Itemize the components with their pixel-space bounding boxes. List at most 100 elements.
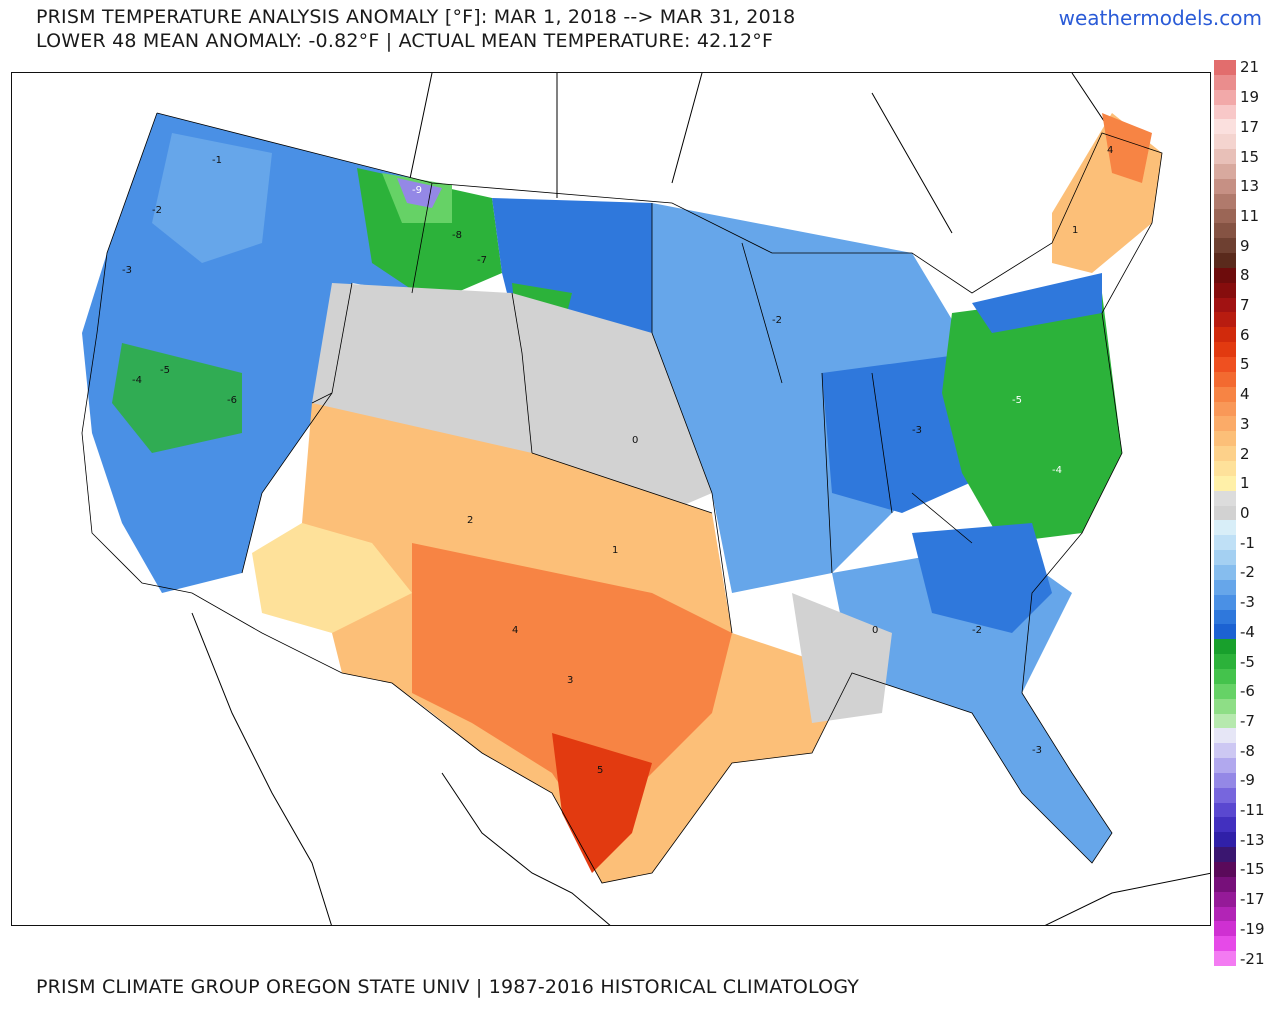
legend-swatch bbox=[1214, 149, 1236, 165]
anomaly-label: -8 bbox=[452, 230, 462, 241]
map-canvas: -1 -2 -3 -4 -5 -6 -7 -8 -9 0 1 2 3 4 5 0… bbox=[81, 73, 1210, 925]
legend-swatch bbox=[1214, 253, 1236, 269]
anomaly-label: -3 bbox=[912, 425, 922, 436]
anomaly-label: -6 bbox=[227, 395, 237, 406]
anomaly-map: -1 -2 -3 -4 -5 -6 -7 -8 -9 0 1 2 3 4 5 0… bbox=[11, 72, 1211, 926]
legend-swatch bbox=[1214, 624, 1236, 640]
legend-swatch bbox=[1214, 683, 1236, 700]
anomaly-label: 3 bbox=[567, 675, 573, 686]
country-borders bbox=[191, 73, 1210, 925]
legend-swatch bbox=[1214, 60, 1236, 76]
legend-swatch bbox=[1214, 446, 1236, 462]
legend-swatch bbox=[1214, 906, 1236, 922]
legend-label: -4 bbox=[1240, 622, 1255, 641]
legend-swatch bbox=[1214, 312, 1236, 328]
legend-swatch bbox=[1214, 743, 1236, 759]
anomaly-label: 4 bbox=[512, 625, 518, 636]
maine-warm-spot bbox=[1102, 113, 1152, 183]
legend-label: 3 bbox=[1240, 414, 1250, 433]
legend-swatch bbox=[1214, 668, 1236, 685]
new-mexico-region bbox=[252, 523, 412, 633]
legend-label: -9 bbox=[1240, 771, 1255, 790]
legend-swatch bbox=[1214, 520, 1236, 536]
anomaly-labels: -1 -2 -3 -4 -5 -6 -7 -8 -9 0 1 2 3 4 5 0… bbox=[122, 145, 1113, 776]
legend-swatch bbox=[1214, 431, 1236, 447]
legend-swatch bbox=[1214, 951, 1236, 967]
pennsylvania-region bbox=[972, 273, 1102, 333]
legend-swatch bbox=[1214, 208, 1236, 224]
montana-cold-spot bbox=[357, 168, 502, 303]
legend-swatch bbox=[1214, 505, 1236, 521]
legend-swatch bbox=[1214, 282, 1236, 299]
legend-swatch bbox=[1214, 401, 1236, 417]
anomaly-label: -4 bbox=[132, 375, 142, 386]
nevada-cold-spot bbox=[112, 343, 242, 453]
legend-swatch bbox=[1214, 416, 1236, 432]
texas-warm-region bbox=[412, 543, 732, 833]
anomaly-label: -2 bbox=[972, 625, 982, 636]
legend-label: 5 bbox=[1240, 355, 1250, 374]
legend-swatch bbox=[1214, 461, 1236, 477]
map-title: PRISM TEMPERATURE ANALYSIS ANOMALY [°F]:… bbox=[36, 6, 796, 28]
anomaly-label: -7 bbox=[477, 255, 487, 266]
legend-swatch bbox=[1214, 921, 1236, 937]
legend-label: 9 bbox=[1240, 236, 1250, 255]
anomaly-label: -9 bbox=[412, 185, 422, 196]
legend-swatch bbox=[1214, 698, 1236, 714]
anomaly-label: -2 bbox=[152, 205, 162, 216]
legend-label: 7 bbox=[1240, 296, 1250, 315]
legend-label: -17 bbox=[1240, 890, 1265, 909]
legend-swatch bbox=[1214, 772, 1236, 789]
legend-swatch bbox=[1214, 609, 1236, 625]
legend-swatch bbox=[1214, 758, 1236, 774]
legend-swatch bbox=[1214, 728, 1236, 744]
legend-label: -8 bbox=[1240, 741, 1255, 760]
legend-swatch bbox=[1214, 654, 1236, 670]
legend-swatch bbox=[1214, 386, 1236, 403]
legend-swatch bbox=[1214, 550, 1236, 566]
legend-swatch bbox=[1214, 178, 1236, 195]
anomaly-label: -5 bbox=[160, 365, 170, 376]
legend-swatch bbox=[1214, 371, 1236, 388]
legend-label: -21 bbox=[1240, 949, 1265, 968]
legend-swatch bbox=[1214, 579, 1236, 596]
anomaly-label: -1 bbox=[212, 155, 222, 166]
carolinas-cold-region bbox=[912, 523, 1052, 633]
legend-swatch bbox=[1214, 342, 1236, 358]
southeast-cool-region bbox=[832, 543, 1112, 863]
legend-label: 1 bbox=[1240, 474, 1250, 493]
legend-swatch bbox=[1214, 297, 1236, 313]
legend-label: 4 bbox=[1240, 385, 1250, 404]
legend-swatch bbox=[1214, 713, 1236, 729]
legend-swatch bbox=[1214, 535, 1236, 551]
legend-swatch bbox=[1214, 327, 1236, 343]
legend-swatch bbox=[1214, 847, 1236, 863]
anomaly-label: 4 bbox=[1107, 145, 1113, 156]
anomaly-label: 0 bbox=[632, 435, 638, 446]
alabama-neutral-region bbox=[792, 593, 892, 723]
legend-label: -1 bbox=[1240, 533, 1255, 552]
state-borders bbox=[81, 112, 1163, 884]
legend-swatch bbox=[1214, 564, 1236, 581]
legend-swatch bbox=[1214, 267, 1236, 284]
legend-swatch bbox=[1214, 223, 1236, 239]
legend-swatch bbox=[1214, 475, 1236, 492]
anomaly-label: 5 bbox=[597, 765, 603, 776]
anomaly-label: 2 bbox=[467, 515, 473, 526]
legend-swatch bbox=[1214, 891, 1236, 908]
legend-label: 6 bbox=[1240, 325, 1250, 344]
legend-label: 0 bbox=[1240, 504, 1250, 522]
legend-swatch bbox=[1214, 134, 1236, 150]
legend-swatch bbox=[1214, 802, 1236, 818]
legend-label: -5 bbox=[1240, 652, 1255, 671]
legend-label: -7 bbox=[1240, 711, 1255, 730]
brand-link[interactable]: weathermodels.com bbox=[1058, 6, 1262, 30]
legend-swatch bbox=[1214, 876, 1236, 893]
legend-swatch bbox=[1214, 639, 1236, 655]
legend-swatch bbox=[1214, 832, 1236, 848]
legend-label: 2 bbox=[1240, 444, 1250, 463]
legend-label: -13 bbox=[1240, 830, 1265, 849]
data-source-credit: PRISM CLIMATE GROUP OREGON STATE UNIV | … bbox=[36, 976, 860, 998]
legend-swatch bbox=[1214, 490, 1236, 507]
anomaly-label: -5 bbox=[1012, 395, 1022, 406]
